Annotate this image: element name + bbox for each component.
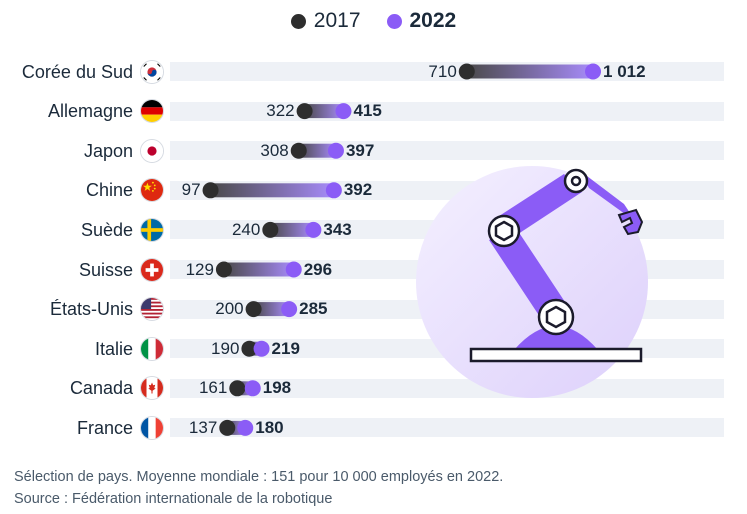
point-2022[interactable] xyxy=(285,261,302,278)
value-label-2017: 308 xyxy=(260,140,289,160)
footnote-source: Source : Fédération internationale de la… xyxy=(14,491,333,507)
country-label: Corée du Sud xyxy=(21,61,133,82)
dumbbell-bar xyxy=(466,64,594,79)
legend-dot-2022 xyxy=(386,13,402,29)
value-label-2022: 285 xyxy=(299,299,328,319)
value-label-2017: 97 xyxy=(181,180,201,200)
value-label-2022: 198 xyxy=(262,378,292,398)
legend-label-2022: 2022 xyxy=(409,9,457,32)
point-2022[interactable] xyxy=(244,380,261,397)
country-label: Italie xyxy=(94,338,133,359)
point-2022[interactable] xyxy=(237,419,254,436)
italy-flag-icon xyxy=(140,336,164,361)
dumbbell-bar xyxy=(253,302,290,317)
point-2017[interactable] xyxy=(290,142,307,159)
point-2017[interactable] xyxy=(241,340,258,357)
legend-dot-2017 xyxy=(290,13,306,29)
value-label-2022: 343 xyxy=(323,219,352,239)
dumbbell-bar xyxy=(223,262,294,277)
value-label-2017: 200 xyxy=(215,299,244,319)
dumbbell-chart: Corée du Sud 710 1 012 Allemagne 322 415 Japon… xyxy=(21,59,724,440)
point-2022[interactable] xyxy=(305,221,322,238)
value-label-2017: 190 xyxy=(211,338,240,358)
china-flag-icon xyxy=(140,178,164,203)
value-label-2017: 161 xyxy=(198,378,228,398)
point-2017[interactable] xyxy=(245,301,262,318)
point-2017[interactable] xyxy=(458,63,475,80)
germany-flag-icon xyxy=(140,99,164,124)
point-2017[interactable] xyxy=(262,221,279,238)
robot-arm-icon xyxy=(416,166,648,398)
country-label: Japon xyxy=(83,140,133,161)
value-label-2022: 180 xyxy=(255,417,284,437)
value-label-2022: 296 xyxy=(303,259,333,279)
dumbbell-plot-area xyxy=(202,63,602,436)
point-2022[interactable] xyxy=(335,103,352,120)
country-label: Suisse xyxy=(78,259,133,280)
footnote-note: Sélection de pays. Moyenne mondiale : 15… xyxy=(14,469,504,485)
country-label: États-Unis xyxy=(49,299,133,320)
point-2017[interactable] xyxy=(229,380,246,397)
country-label: Allemagne xyxy=(47,101,133,122)
value-label-2022: 219 xyxy=(271,338,300,358)
value-label-2017: 710 xyxy=(428,61,457,81)
south-korea-flag-icon xyxy=(140,59,164,84)
legend-label-2017: 2017 xyxy=(313,9,361,32)
value-label-2017: 240 xyxy=(231,219,261,239)
value-label-2022: 1 012 xyxy=(603,61,646,81)
point-2017[interactable] xyxy=(296,103,313,120)
legend-item-2022[interactable]: 2022 xyxy=(386,9,457,33)
value-label-2022: 415 xyxy=(353,101,382,121)
legend-item-2017[interactable]: 2017 xyxy=(290,9,361,33)
value-label-2017: 137 xyxy=(188,417,218,437)
point-2022[interactable] xyxy=(585,63,602,80)
france-flag-icon xyxy=(140,415,164,440)
country-label: Suède xyxy=(80,219,133,240)
sweden-flag-icon xyxy=(140,217,164,242)
dumbbell-bar xyxy=(210,183,334,198)
usa-flag-icon xyxy=(140,297,164,322)
value-label-2017: 322 xyxy=(266,101,295,121)
country-label: France xyxy=(76,417,133,438)
dumbbell-bar xyxy=(304,104,344,119)
canada-flag-icon xyxy=(140,376,164,401)
legend: 2017 2022 xyxy=(0,6,747,36)
dumbbell-bar xyxy=(298,143,336,158)
switzerland-flag-icon xyxy=(140,257,164,282)
value-label-2022: 397 xyxy=(345,140,375,160)
point-2017[interactable] xyxy=(219,419,236,436)
japan-flag-icon xyxy=(140,138,164,163)
point-2022[interactable] xyxy=(253,340,270,357)
point-2022[interactable] xyxy=(281,301,298,318)
country-label: Canada xyxy=(69,378,133,399)
point-2017[interactable] xyxy=(202,182,219,199)
footnote: Sélection de pays. Moyenne mondiale : 15… xyxy=(14,466,503,510)
point-2022[interactable] xyxy=(325,182,342,199)
point-2022[interactable] xyxy=(327,142,344,159)
country-label: Chine xyxy=(85,180,133,201)
row-band xyxy=(170,418,724,438)
value-label-2017: 129 xyxy=(185,259,214,279)
dumbbell-bar xyxy=(270,222,314,237)
point-2017[interactable] xyxy=(215,261,232,278)
value-label-2022: 392 xyxy=(343,180,373,200)
